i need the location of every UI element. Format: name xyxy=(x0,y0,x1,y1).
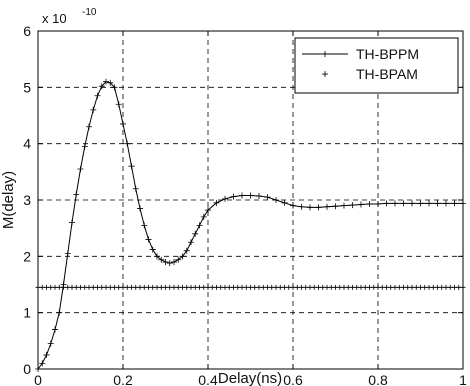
data-point-th-bppm xyxy=(213,199,220,206)
data-point-th-bppm xyxy=(141,222,148,229)
data-point-th-bppm xyxy=(315,204,322,211)
y-axis-label: M(delay) xyxy=(0,171,17,229)
data-point-th-bppm xyxy=(290,202,296,209)
data-point-th-bppm xyxy=(81,143,88,150)
y-multiplier-base: x 10 xyxy=(42,11,67,26)
data-point-th-bppm xyxy=(400,200,407,207)
data-point-th-bppm xyxy=(111,84,118,91)
data-point-th-bppm xyxy=(324,203,330,210)
x-tick-label: 0.2 xyxy=(113,372,133,386)
data-point-th-bppm xyxy=(383,200,390,207)
data-point-th-bppm xyxy=(124,140,131,147)
data-point-th-bppm xyxy=(132,185,139,192)
data-point-th-bppm xyxy=(43,351,50,358)
x-tick-label: 0 xyxy=(34,372,42,386)
data-point-th-bppm xyxy=(426,200,432,207)
data-point-th-bppm xyxy=(166,260,173,267)
data-point-th-bppm xyxy=(115,101,122,108)
data-point-th-bppm xyxy=(107,79,114,86)
x-tick-label: 0.8 xyxy=(368,372,388,386)
data-point-th-bppm xyxy=(392,200,398,207)
data-point-th-bppm xyxy=(175,256,182,263)
y-tick-label: 0 xyxy=(23,361,31,377)
data-point-th-bppm xyxy=(64,250,71,257)
data-point-th-bppm xyxy=(200,213,207,220)
ticks: 0 0.2 0.4 0.6 0.8 1 0 1 2 3 4 5 6 xyxy=(23,23,467,386)
data-point-th-bppm xyxy=(247,192,254,199)
legend: + TH-BPPM + TH-BPAM xyxy=(294,37,459,94)
y-tick-label: 4 xyxy=(23,136,31,152)
data-point-th-bppm xyxy=(73,191,80,198)
data-point-th-bppm xyxy=(264,194,271,201)
x-tick-label: 0.6 xyxy=(283,372,303,386)
y-multiplier-exponent: -10 xyxy=(82,7,97,18)
x-axis-label: Delay(ns) xyxy=(218,370,282,386)
data-point-th-bppm xyxy=(98,83,105,90)
y-tick-label: 3 xyxy=(23,192,31,208)
data-point-th-bppm xyxy=(230,193,237,200)
data-point-th-bppm xyxy=(39,360,46,367)
data-point-th-bppm xyxy=(332,203,339,210)
data-point-th-bppm xyxy=(366,200,373,207)
data-point-th-bppm xyxy=(192,230,199,237)
data-point-th-bppm xyxy=(69,219,75,226)
data-point-th-bppm xyxy=(307,204,313,211)
data-point-th-bppm xyxy=(128,163,135,170)
data-point-th-bppm xyxy=(222,195,228,202)
data-point-th-bppm xyxy=(281,199,288,206)
data-point-th-bppm xyxy=(409,200,415,207)
y-tick-label: 5 xyxy=(23,79,31,95)
data-point-th-bppm xyxy=(273,197,279,203)
legend-marker-th-bpam: + xyxy=(321,67,328,81)
y-tick-label: 2 xyxy=(23,248,31,264)
data-point-th-bppm xyxy=(205,207,211,214)
data-point-th-bppm xyxy=(94,92,101,99)
data-point-th-bppm xyxy=(183,247,190,254)
data-point-th-bppm xyxy=(120,120,126,127)
series-layer xyxy=(35,78,466,372)
data-point-th-bppm xyxy=(56,309,63,316)
data-point-th-bppm xyxy=(154,253,160,260)
y-tick-label: 6 xyxy=(23,23,31,39)
data-point-th-bppm xyxy=(239,192,245,199)
data-point-th-bppm xyxy=(434,200,441,207)
data-point-th-bppm xyxy=(149,246,156,253)
data-point-th-bppm xyxy=(158,256,165,263)
x-tick-label: 0.4 xyxy=(198,372,218,386)
data-point-th-bppm xyxy=(103,78,109,85)
data-point-th-bppm xyxy=(417,200,424,207)
data-point-th-bppm xyxy=(90,106,97,113)
x-tick-label: 1 xyxy=(459,372,467,386)
legend-label-th-bpam: TH-BPAM xyxy=(356,66,418,82)
legend-box xyxy=(294,37,459,94)
data-point-th-bppm xyxy=(298,203,305,210)
data-point-th-bppm xyxy=(358,201,364,208)
data-point-th-bppm xyxy=(375,200,381,207)
data-point-th-bppm xyxy=(443,200,449,207)
data-point-th-bppm xyxy=(52,326,58,333)
legend-label-th-bppm: TH-BPPM xyxy=(356,46,419,62)
data-point-th-bppm xyxy=(171,258,177,265)
legend-marker-th-bppm: + xyxy=(321,47,328,61)
data-point-th-bppm xyxy=(196,222,203,229)
data-point-th-bppm xyxy=(188,239,194,246)
data-point-th-bppm xyxy=(256,193,262,200)
data-point-th-bppm xyxy=(137,205,143,212)
data-point-th-bppm xyxy=(77,166,84,173)
y-tick-label: 1 xyxy=(23,305,31,321)
data-point-th-bppm xyxy=(162,258,169,265)
data-point-th-bppm xyxy=(86,123,92,130)
data-point-th-bppm xyxy=(349,202,356,209)
data-point-th-bppm xyxy=(341,202,347,209)
data-point-th-bppm xyxy=(451,200,458,207)
data-point-th-bppm xyxy=(47,340,54,347)
data-point-th-bppm xyxy=(179,253,186,260)
data-point-th-bppm xyxy=(145,236,152,243)
